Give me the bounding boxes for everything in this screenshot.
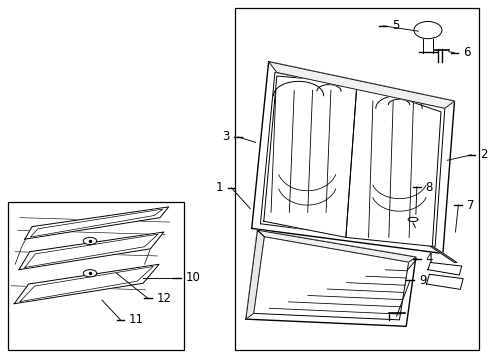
Polygon shape	[345, 83, 440, 246]
Text: 8: 8	[425, 181, 432, 194]
Polygon shape	[14, 264, 159, 304]
Text: 1: 1	[215, 181, 223, 194]
Text: 5: 5	[391, 19, 398, 32]
Text: 3: 3	[222, 130, 229, 144]
Text: 7: 7	[466, 199, 473, 212]
Polygon shape	[245, 230, 415, 326]
Polygon shape	[257, 230, 415, 262]
Polygon shape	[253, 237, 408, 320]
Text: 9: 9	[418, 274, 426, 287]
Text: 4: 4	[425, 252, 432, 265]
Text: 12: 12	[156, 292, 171, 305]
Polygon shape	[245, 230, 264, 319]
Ellipse shape	[83, 270, 97, 277]
Polygon shape	[429, 246, 456, 262]
Polygon shape	[263, 76, 356, 237]
Polygon shape	[426, 274, 462, 289]
Polygon shape	[25, 234, 158, 267]
Polygon shape	[20, 266, 153, 302]
Ellipse shape	[83, 237, 97, 244]
Polygon shape	[19, 232, 163, 270]
Bar	[8, 202, 184, 350]
Polygon shape	[251, 62, 453, 253]
Polygon shape	[427, 262, 461, 275]
Text: 6: 6	[462, 46, 470, 59]
Polygon shape	[260, 72, 444, 246]
Polygon shape	[25, 207, 168, 239]
Text: 10: 10	[185, 271, 200, 284]
Ellipse shape	[413, 22, 441, 39]
Text: 2: 2	[479, 148, 487, 161]
Polygon shape	[268, 62, 453, 108]
Polygon shape	[31, 209, 163, 237]
Text: 11: 11	[129, 313, 144, 327]
Bar	[234, 8, 478, 350]
